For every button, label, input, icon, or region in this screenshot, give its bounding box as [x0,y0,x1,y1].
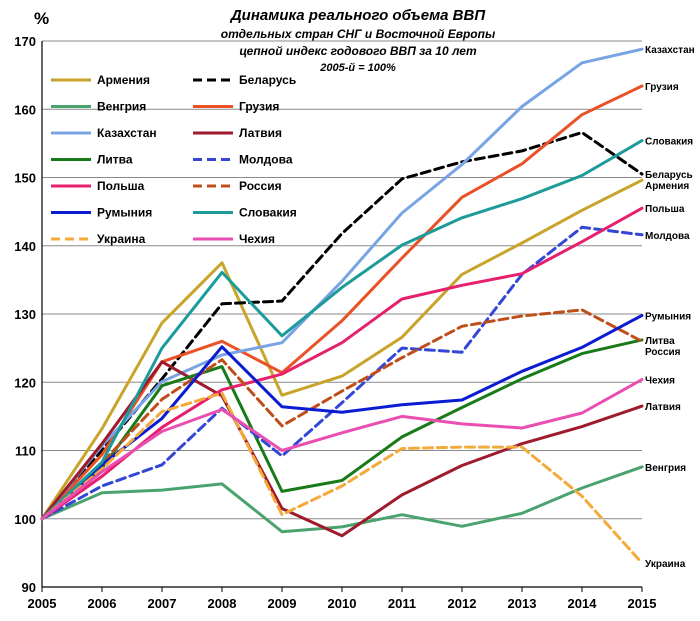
x-tick-label: 2008 [208,596,237,611]
legend-entry: Чехия [239,232,275,246]
series-line-5 [40,47,644,521]
legend-entry: Словакия [239,206,297,220]
legend-entry: Грузия [239,100,279,114]
x-tick-label: 2010 [328,596,357,611]
legend-entry: Литва [97,153,133,167]
series-end-label: Литва [645,336,675,347]
y-tick-label: 130 [14,307,36,322]
series-line-8 [40,225,644,521]
x-tick-label: 2014 [568,596,598,611]
series-end-label: Латвия [645,402,681,413]
series-end-label: Грузия [645,82,679,93]
x-tick-label: 2011 [388,596,416,611]
y-tick-label: 150 [14,171,36,186]
y-tick-label: 110 [15,444,36,459]
legend-entry: Румыния [97,206,152,220]
y-tick-label: 160 [14,102,36,117]
x-tick-label: 2012 [448,596,477,611]
x-tick-label: 2015 [628,596,657,611]
series-end-label: Румыния [645,311,691,322]
x-tick-label: 2013 [508,596,537,611]
y-axis-label: % [34,9,49,28]
x-tick-label: 2005 [28,596,57,611]
legend-entry: Латвия [239,126,282,140]
legend-entry: Молдова [239,153,293,167]
legend-entry: Венгрия [97,100,146,114]
y-tick-label: 170 [14,34,36,49]
y-tick-label: 120 [14,375,36,390]
series-end-label: Словакия [645,137,693,148]
series-end-label: Армения [645,181,689,192]
series-end-label: Чехия [645,376,675,387]
chart-subtitle-line-2: цепной индекс годового ВВП за 10 лет [239,44,477,58]
series-end-label: Молдова [645,231,690,242]
series-line-12 [40,139,644,521]
legend-entry: Армения [97,73,150,87]
legend-entry: Польша [97,179,145,193]
series-line-11 [40,313,644,521]
chart-subtitle-line-1: отдельных стран СНГ и Восточной Европы [221,27,496,41]
chart-title-block: Динамика реального объема ВВП отдельных … [221,7,496,74]
x-tick-label: 2006 [88,596,117,611]
series-line-7 [40,338,644,521]
axes: 90 100 110 120 130 140 150 160 170 2005 2006 2007 20… [14,34,656,611]
legend-entry: Россия [239,179,282,193]
series-line-10 [40,308,644,521]
series-end-label: Венгрия [645,463,686,474]
series-line-4 [40,84,644,521]
series-end-label: Россия [645,347,681,358]
series-end-label: Казахстан [645,45,695,56]
legend-entry: Беларусь [239,73,296,87]
series-lines [40,47,644,565]
series-line-14 [40,378,644,521]
chart-subtitle-line-3: 2005-й = 100% [319,62,396,74]
y-tick-label: 140 [14,239,36,254]
legend-entry: Украина [97,232,146,246]
series-end-label: Украина [645,559,686,570]
x-tick-label: 2009 [268,596,297,611]
legend: Армения Беларусь Венгрия Грузия Казахстан Лат… [51,73,297,246]
series-end-label: Беларусь [645,170,693,181]
series-line-3 [40,465,644,534]
x-tick-label: 2007 [148,596,177,611]
series-line-13 [40,391,644,565]
series-end-label: Польша [645,204,685,215]
y-tick-label: 100 [14,512,36,527]
y-tick-label: 90 [22,580,36,595]
chart-title: Динамика реального объема ВВП [229,7,486,24]
series-line-1 [40,178,644,521]
legend-entry: Казахстан [97,126,157,140]
